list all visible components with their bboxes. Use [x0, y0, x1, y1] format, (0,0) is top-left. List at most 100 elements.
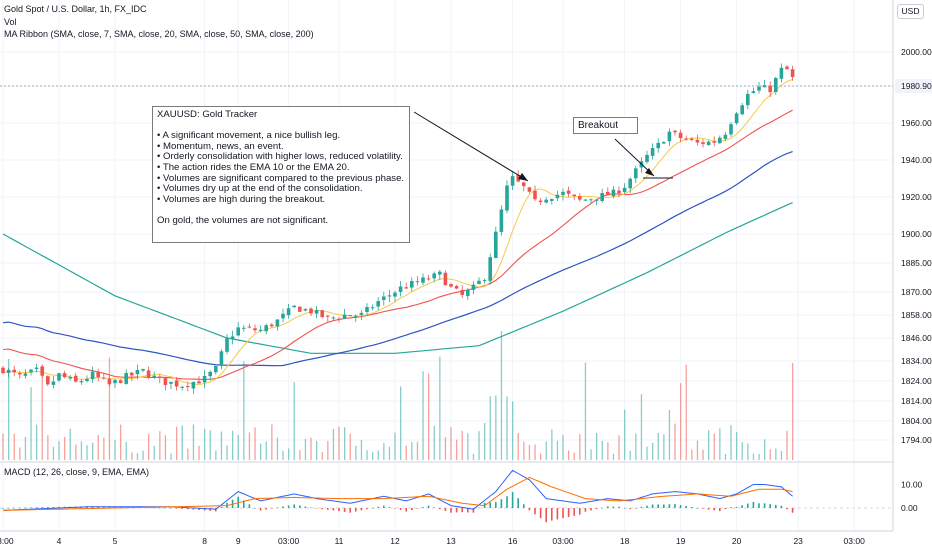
- volume-bar: [86, 445, 88, 460]
- candle-body: [443, 272, 448, 286]
- macd-histogram-bar: [506, 496, 508, 508]
- volume-bar: [674, 423, 676, 460]
- volume-bar: [456, 439, 458, 460]
- volume-bar: [573, 452, 575, 460]
- candle-body: [617, 190, 621, 194]
- price-tick-label: 1980.90: [901, 81, 932, 91]
- macd-histogram-bar: [735, 507, 738, 508]
- volume-bar: [512, 401, 514, 460]
- macd-histogram-bar: [360, 508, 363, 511]
- price-tick-label: 1885.00: [901, 258, 932, 268]
- macd-tick-label: 0.00: [901, 503, 918, 513]
- candle-body: [712, 141, 716, 143]
- candle-body: [701, 142, 705, 145]
- volume-bar: [215, 450, 217, 460]
- volume-bar: [299, 450, 301, 460]
- candle-body: [723, 134, 728, 139]
- volume-bar: [668, 409, 671, 460]
- volume-bar: [125, 441, 127, 460]
- price-tick-label: 1834.00: [901, 356, 932, 366]
- volume-bar: [517, 433, 519, 460]
- annotation-line: • The action rides the EMA 10 or the EMA…: [157, 161, 350, 173]
- volume-bar: [752, 453, 755, 460]
- macd-histogram-bar: [791, 508, 794, 513]
- volume-bar: [764, 439, 766, 460]
- macd-legend: MACD (12, 26, close, 9, EMA, EMA): [4, 467, 150, 477]
- candle-body: [281, 313, 285, 319]
- volume-bar: [120, 424, 122, 460]
- macd-histogram-bar: [517, 498, 519, 508]
- candle-body: [533, 190, 537, 200]
- volume-bar: [388, 446, 391, 460]
- volume-bar: [260, 443, 262, 460]
- volume-bar: [47, 435, 49, 460]
- macd-histogram-bar: [13, 507, 15, 509]
- volume-bar: [646, 446, 648, 460]
- candle-body: [169, 381, 173, 384]
- macd-histogram-bar: [635, 508, 637, 509]
- macd-histogram-bar: [220, 507, 223, 508]
- macd-histogram-bar: [293, 504, 295, 508]
- candle-body: [359, 312, 364, 315]
- candle-body: [270, 324, 274, 327]
- candle-body: [438, 271, 442, 275]
- volume-bar: [713, 433, 715, 460]
- candle-body: [398, 286, 403, 292]
- volume-bar: [556, 440, 559, 460]
- macd-histogram-bar: [24, 507, 27, 509]
- candle-body: [298, 306, 302, 312]
- volume-bar: [64, 436, 66, 460]
- candle-body: [219, 351, 224, 366]
- price-tick-label: 1824.00: [901, 376, 932, 386]
- macd-histogram-bar: [752, 501, 755, 508]
- candle-body: [303, 309, 308, 311]
- volume-bar: [271, 424, 273, 460]
- macd-histogram-bar: [287, 505, 290, 508]
- sma-200-line: [2, 202, 793, 354]
- candle-body: [326, 315, 330, 317]
- volume-bar: [349, 433, 351, 460]
- price-tick-label: 1940.00: [901, 155, 932, 165]
- volume-bar: [416, 441, 419, 460]
- volume-bar: [377, 450, 379, 460]
- candle-body: [522, 182, 526, 187]
- volume-bar: [288, 448, 290, 460]
- volume-bar: [276, 437, 279, 460]
- candle-body: [90, 371, 95, 380]
- ma-ribbon-legend: MA Ribbon (SMA, close, 7, SMA, close, 20…: [4, 29, 314, 39]
- macd-histogram-bar: [595, 508, 598, 510]
- candle-body: [275, 319, 280, 327]
- candle-body: [309, 308, 313, 314]
- price-tick-label: 1960.00: [901, 118, 932, 128]
- volume-bar: [601, 440, 603, 460]
- candle-body: [695, 139, 700, 143]
- macd-histogram-bar: [534, 508, 536, 515]
- candle-body: [130, 372, 134, 376]
- volume-bar: [428, 373, 430, 460]
- candle-body: [51, 381, 56, 385]
- time-tick-label: 19: [676, 536, 686, 546]
- macd-histogram-bar: [343, 508, 346, 512]
- breakout-arrow: [614, 138, 655, 177]
- volume-bar: [422, 371, 424, 460]
- candle-body: [180, 386, 184, 388]
- macd-histogram-bar: [405, 508, 407, 512]
- candle-body: [337, 318, 341, 320]
- macd-histogram-bar: [590, 508, 592, 511]
- annotation-box[interactable]: XAUUSD: Gold Tracker • A significant mov…: [152, 106, 410, 243]
- time-tick-label: 11: [335, 536, 344, 546]
- volume-bar: [792, 363, 794, 460]
- macd-histogram-bar: [187, 508, 189, 510]
- currency-button[interactable]: USD: [897, 4, 924, 19]
- macd-histogram-bar: [562, 508, 564, 519]
- volume-bar: [304, 438, 307, 460]
- breakout-label[interactable]: Breakout: [573, 117, 638, 134]
- volume-bar: [467, 433, 469, 460]
- candle-body: [471, 284, 476, 290]
- candle-body: [57, 373, 61, 381]
- volume-bar: [400, 386, 402, 460]
- time-tick-label: 13: [446, 536, 456, 546]
- volume-bar: [472, 453, 475, 460]
- volume-bar: [590, 449, 592, 460]
